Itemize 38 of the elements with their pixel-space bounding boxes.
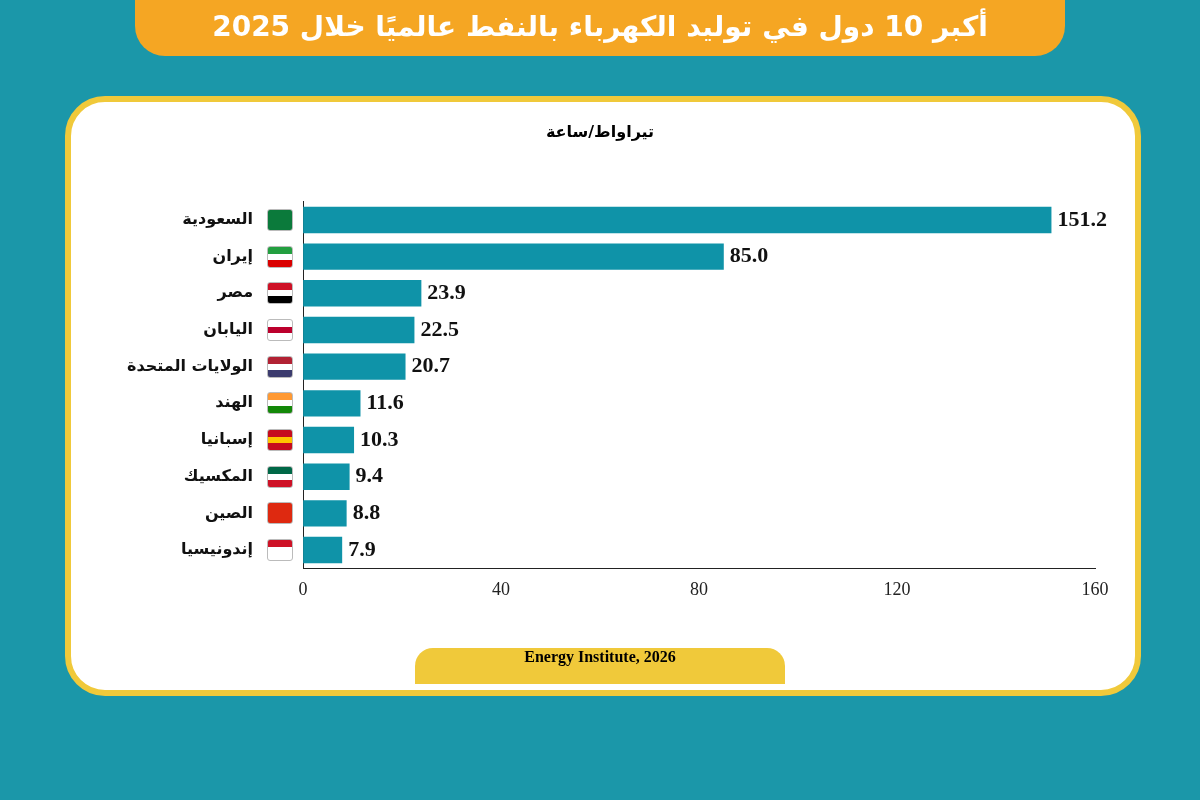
y-tick-label: المكسيك <box>183 465 254 485</box>
y-tick-label: الهند <box>215 392 254 412</box>
data-label: 22.5 <box>420 315 459 341</box>
data-label: 23.9 <box>427 278 466 304</box>
data-label: 9.4 <box>355 462 384 488</box>
data-label: 151.2 <box>1057 205 1107 231</box>
y-tick-label: إيران <box>212 245 254 265</box>
bar <box>303 316 415 344</box>
y-tick-label: الولايات المتحدة <box>126 355 254 375</box>
x-tick-label: 160 <box>1081 578 1109 599</box>
y-tick-label: إندونيسيا <box>181 539 254 559</box>
bar <box>303 353 406 380</box>
data-label: 20.7 <box>411 352 451 378</box>
x-tick-label: 40 <box>492 578 511 599</box>
y-tick-label: إسبانيا <box>200 429 254 449</box>
data-label: 10.3 <box>360 425 399 451</box>
bar <box>303 426 355 454</box>
bar <box>303 243 724 270</box>
data-label: 8.8 <box>352 499 381 525</box>
chart-subtitle: تيراواط/ساعة <box>544 122 656 141</box>
y-tick-label: اليابان <box>203 319 254 339</box>
data-label: 7.9 <box>348 535 376 561</box>
bar <box>303 390 361 417</box>
bar <box>303 500 347 527</box>
text: Energy Institute, 2026 <box>415 648 785 684</box>
y-tick-label: الصين <box>204 502 254 522</box>
chart-title: أكبر 10 دول في توليد الكهرباء بالنفط عالميًا خلال 2025 <box>135 0 1065 56</box>
bar <box>303 280 422 307</box>
bar <box>303 206 1052 234</box>
x-tick-label: 80 <box>690 578 709 599</box>
data-label: 85.0 <box>729 242 769 268</box>
y-tick-label: مصر <box>216 282 254 302</box>
data-label: 11.6 <box>366 389 404 415</box>
y-tick-label: السعودية <box>182 209 254 229</box>
bar <box>303 463 350 490</box>
bar <box>303 536 343 564</box>
x-tick-label: 120 <box>883 578 911 599</box>
x-tick-label: 0 <box>298 578 308 599</box>
